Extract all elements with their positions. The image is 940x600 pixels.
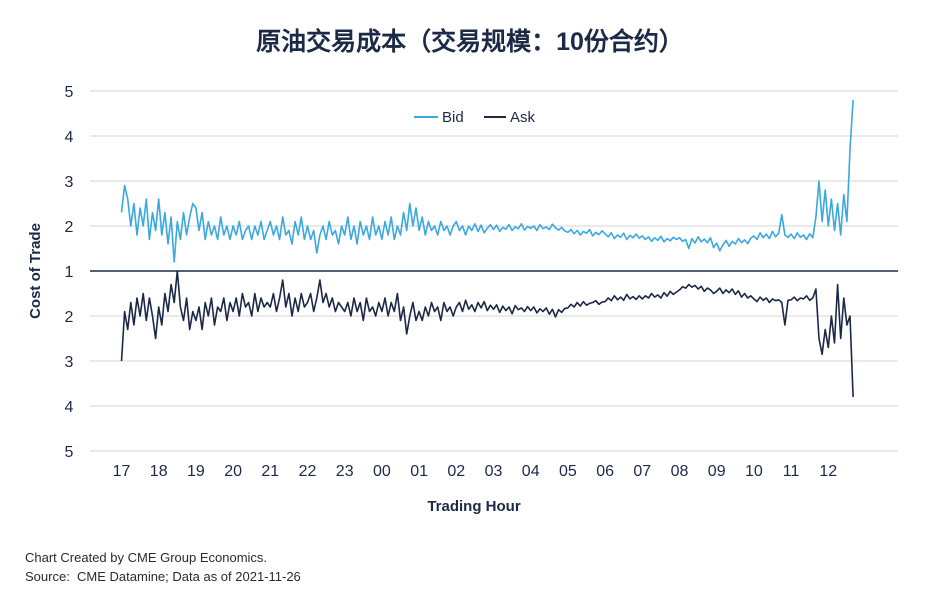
- y-tick-label: 4: [65, 399, 74, 416]
- x-tick-labels: 17 18 19 20 21 22 23 00 01 02 03 04 05 06 07 08 09 10 11 12: [113, 463, 838, 480]
- x-tick-label: 04: [522, 463, 540, 480]
- x-axis-label: Trading Hour: [427, 498, 520, 515]
- y-tick-label: 2: [65, 309, 74, 326]
- x-tick-label: 22: [299, 463, 317, 480]
- x-tick-label: 23: [336, 463, 354, 480]
- footer-credit: Chart Created by CME Group Economics.: [25, 550, 268, 565]
- y-tick-label: 4: [65, 129, 74, 146]
- series-lines: [120, 99, 854, 398]
- y-tick-labels: 5 4 3 2 1 2 3 4 5: [65, 84, 74, 461]
- y-axis-label: Cost of Trade: [27, 223, 44, 319]
- x-tick-label: 17: [113, 463, 131, 480]
- legend-bid-label: Bid: [442, 109, 464, 126]
- y-tick-label: 2: [65, 219, 74, 236]
- x-tick-label: 01: [410, 463, 428, 480]
- x-tick-label: 21: [261, 463, 279, 480]
- y-tick-label: 5: [65, 84, 74, 101]
- ask-line: [120, 270, 854, 398]
- y-tick-label: 3: [65, 354, 74, 371]
- x-tick-label: 19: [187, 463, 205, 480]
- chart-footer: Chart Created by CME Group Economics. So…: [25, 548, 301, 586]
- x-tick-label: 09: [708, 463, 726, 480]
- x-tick-label: 00: [373, 463, 391, 480]
- legend: Bid Ask: [414, 109, 536, 126]
- x-tick-label: 03: [485, 463, 503, 480]
- y-tick-label: 1: [65, 264, 74, 281]
- x-tick-label: 10: [745, 463, 763, 480]
- footer-source: Source: CME Datamine; Data as of 2021-11…: [25, 569, 301, 584]
- x-tick-label: 05: [559, 463, 577, 480]
- x-tick-label: 18: [150, 463, 168, 480]
- x-tick-label: 07: [633, 463, 651, 480]
- y-tick-label: 3: [65, 174, 74, 191]
- gridlines: [90, 90, 898, 452]
- x-tick-label: 06: [596, 463, 614, 480]
- y-tick-label: 5: [65, 444, 74, 461]
- chart-title: 原油交易成本（交易规模：10份合约）: [256, 28, 684, 56]
- x-tick-label: 11: [783, 463, 800, 480]
- x-tick-label: 12: [819, 463, 837, 480]
- bid-line: [120, 99, 854, 263]
- x-tick-label: 08: [671, 463, 689, 480]
- x-tick-label: 20: [224, 463, 242, 480]
- legend-ask-label: Ask: [510, 109, 536, 126]
- x-tick-label: 02: [447, 463, 465, 480]
